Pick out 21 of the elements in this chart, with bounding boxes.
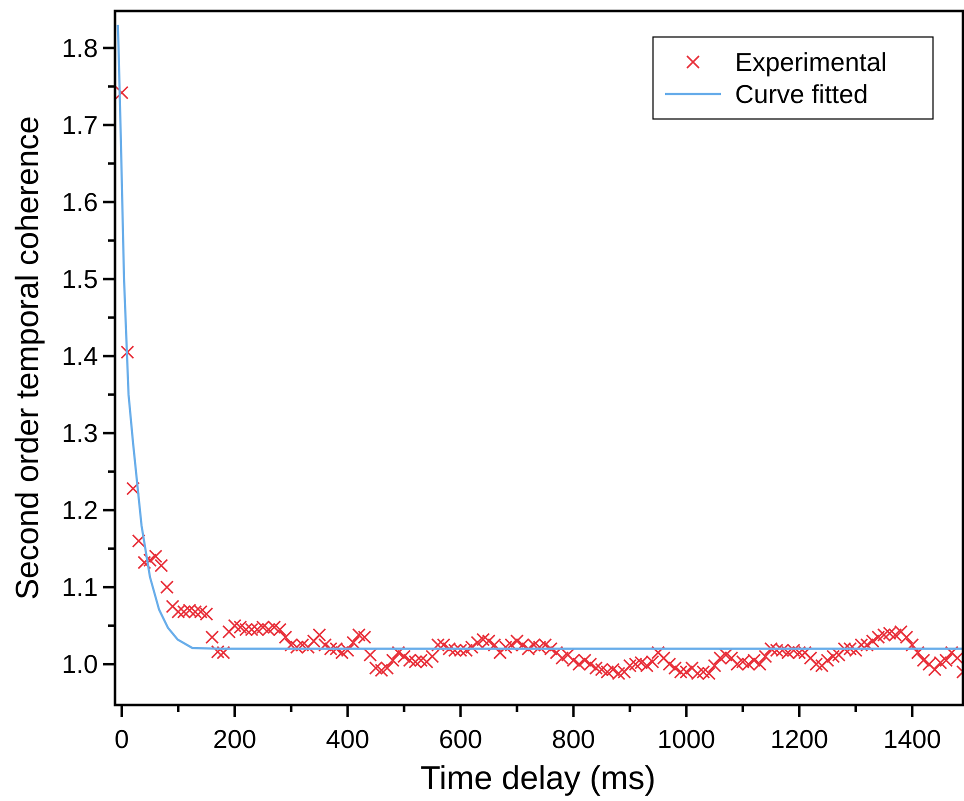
y-tick-label: 1.7 [62,110,98,140]
x-tick-label: 0 [114,724,130,754]
x-axis-title: Time delay (ms) [420,759,656,796]
y-tick-label: 1.5 [62,264,98,294]
y-tick-label: 1.1 [62,572,98,602]
legend-label: Curve fitted [735,79,868,109]
x-tick-label: 1400 [883,724,942,754]
legend-label: Experimental [735,47,887,77]
y-tick-label: 1.3 [62,418,98,448]
y-tick-label: 1.4 [62,341,98,372]
x-tick-label: 200 [212,724,256,754]
y-tick-label: 1.6 [62,187,98,218]
x-tick-label: 400 [326,724,370,754]
y-tick-label: 1.8 [62,32,98,63]
y-tick-label: 1.0 [62,649,98,680]
y-axis-title: Second order temporal coherence [9,116,45,600]
x-tick-label: 600 [438,724,482,754]
y-tick-label: 1.2 [62,495,98,526]
x-tick-label: 1000 [657,724,716,754]
x-tick-label: 1200 [770,724,828,754]
x-tick-label: 800 [552,724,596,754]
